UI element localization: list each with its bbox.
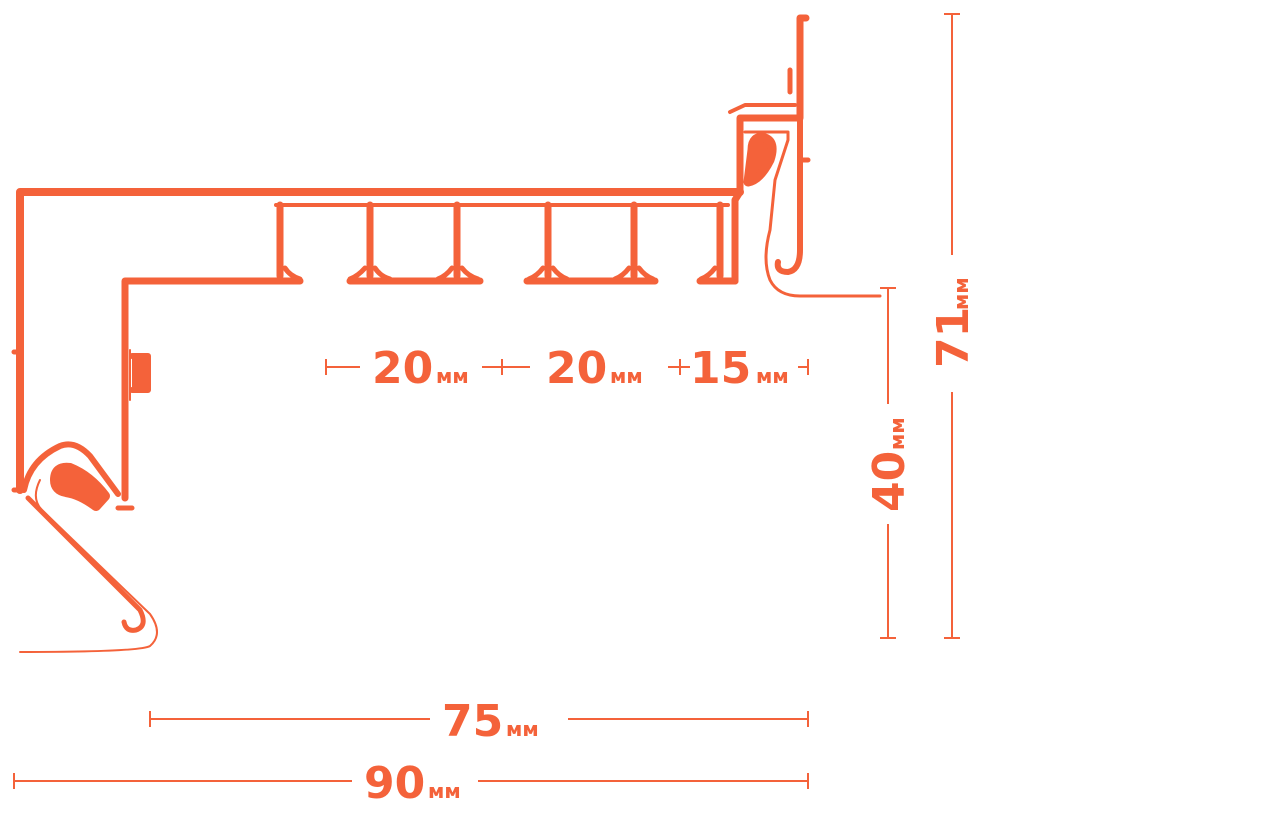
inner-width-unit: мм	[506, 717, 539, 741]
segment-b-line	[502, 359, 690, 375]
left-clip-body	[50, 462, 110, 511]
right-upper-hook	[731, 14, 810, 285]
dimension-labels: 20 мм 20 мм 15 мм 75 мм 90 мм 40 мм 71 м…	[364, 277, 979, 809]
segment-c-line	[798, 359, 809, 375]
aluminium-profile	[11, 14, 882, 653]
right-notch	[787, 67, 811, 163]
segment-c-value: 15	[690, 343, 751, 394]
right-wall	[774, 115, 803, 275]
left-clip-arm	[25, 495, 146, 633]
top-flange	[16, 188, 744, 494]
left-fastener	[129, 353, 151, 393]
chamber-ribs	[276, 201, 724, 280]
left-clip-outline	[19, 479, 158, 653]
segment-b-unit: мм	[610, 364, 643, 388]
segment-a-value: 20	[372, 343, 433, 394]
rib-feet	[282, 265, 718, 282]
chamber-bottom-plate	[121, 277, 739, 502]
total-height-unit: мм	[949, 277, 973, 310]
right-clip-inner	[743, 133, 777, 187]
total-height-line	[944, 13, 960, 639]
left-wall-notch	[11, 349, 135, 511]
segment-a-unit: мм	[436, 364, 469, 388]
lip-height-line	[880, 287, 896, 639]
total-width-value: 90	[364, 758, 425, 809]
left-clip-outer	[21, 441, 121, 497]
lip-height-value: 40	[864, 451, 915, 512]
dimension-lines	[13, 13, 960, 789]
lip-height-unit: мм	[885, 417, 909, 450]
segment-a-line	[325, 359, 503, 375]
segment-b-value: 20	[546, 343, 607, 394]
right-clip-outer	[743, 130, 882, 298]
inner-width-line	[149, 711, 809, 727]
total-width-line	[13, 773, 809, 789]
inner-width-value: 75	[442, 696, 503, 747]
segment-c-unit: мм	[756, 364, 789, 388]
total-width-unit: мм	[428, 779, 461, 803]
total-height-value: 71	[928, 307, 979, 368]
right-top-lip	[728, 103, 797, 114]
